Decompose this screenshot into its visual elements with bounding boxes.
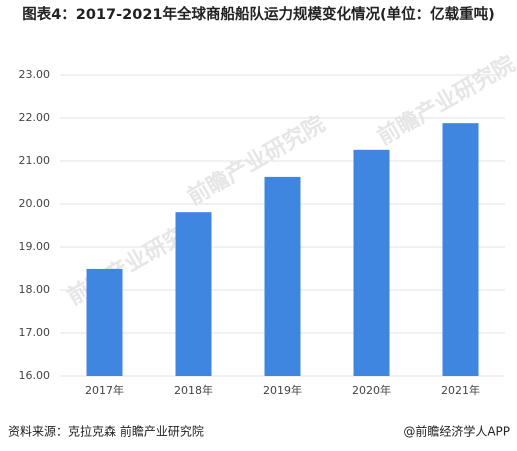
y-tick-label: 16.00 <box>19 369 51 382</box>
y-tick-label: 21.00 <box>19 154 51 167</box>
y-tick-label: 18.00 <box>19 283 51 296</box>
y-tick-label: 19.00 <box>19 240 51 253</box>
bar <box>175 212 212 376</box>
bar <box>442 123 479 376</box>
bar <box>264 176 301 376</box>
bar <box>353 149 390 376</box>
y-tick-label: 20.00 <box>19 197 51 210</box>
x-tick-label: 2018年 <box>174 383 213 397</box>
x-tick-label: 2020年 <box>352 383 391 397</box>
x-tick-label: 2019年 <box>263 383 302 397</box>
chart-title: 图表4：2017-2021年全球商船船队运力规模变化情况(单位：亿载重吨) <box>22 7 495 23</box>
y-tick-label: 22.00 <box>19 111 51 124</box>
bar <box>86 268 123 376</box>
x-tick-label: 2021年 <box>441 383 480 397</box>
credit: @前瞻经济学人APP <box>403 424 510 439</box>
y-tick-label: 23.00 <box>19 68 51 81</box>
x-tick-label: 2017年 <box>85 383 124 397</box>
y-tick-label: 17.00 <box>19 326 51 339</box>
source-note: 资料来源：克拉克森 前瞻产业研究院 <box>8 424 204 439</box>
